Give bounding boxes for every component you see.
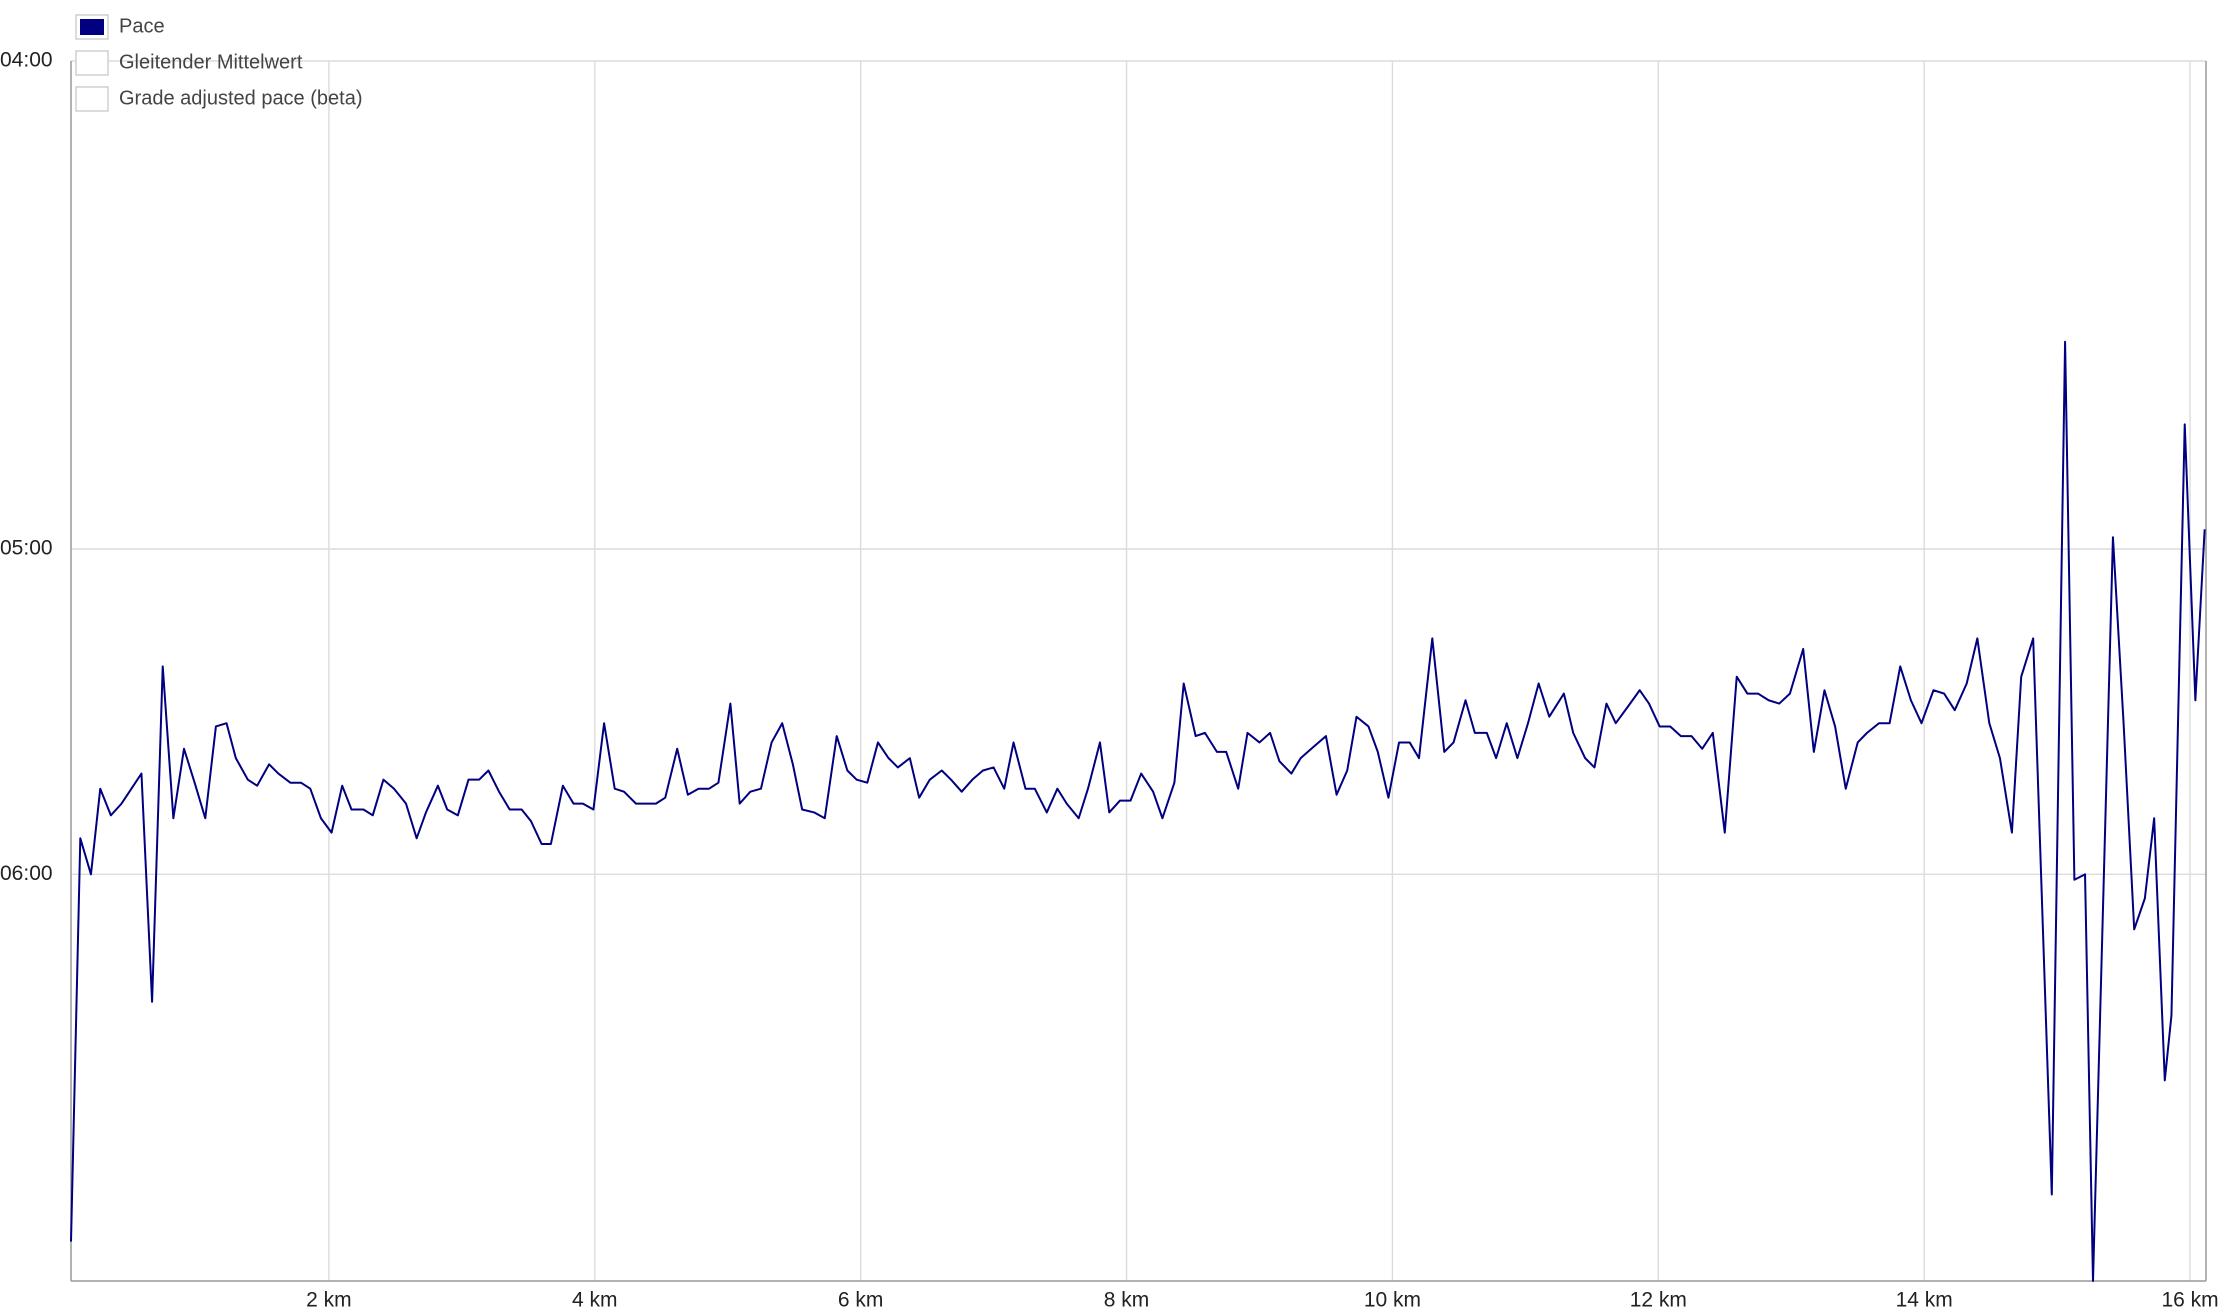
- legend-swatch: [75, 86, 109, 112]
- x-tick-label: 2 km: [306, 1289, 352, 1310]
- y-tick-label: 04:00: [0, 49, 53, 72]
- y-tick-label: 06:00: [0, 862, 53, 885]
- pace-line: [70, 340, 2206, 1282]
- legend-label: Grade adjusted pace (beta): [119, 87, 363, 109]
- x-tick-label: 14 km: [1896, 1289, 1953, 1310]
- x-tick-label: 8 km: [1104, 1289, 1150, 1310]
- legend-swatch-fill: [80, 19, 104, 35]
- x-tick-label: 10 km: [1364, 1289, 1421, 1310]
- legend-label: Gleitender Mittelwert: [119, 51, 303, 73]
- x-tick-label: 6 km: [838, 1289, 884, 1310]
- y-tick-label: 05:00: [0, 537, 53, 560]
- x-tick-label: 4 km: [572, 1289, 618, 1310]
- legend-swatch: [75, 50, 109, 76]
- x-tick-label: 12 km: [1630, 1289, 1687, 1310]
- x-tick-label: 16 km: [2161, 1289, 2218, 1310]
- legend-label: Pace: [119, 15, 165, 37]
